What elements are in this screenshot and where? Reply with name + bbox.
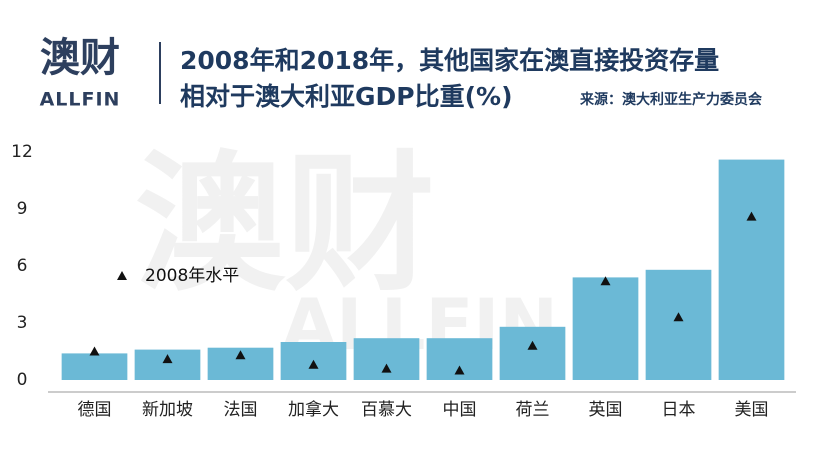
logo-sub: ALLFIN [40, 89, 121, 111]
marker [89, 346, 100, 356]
marker [673, 312, 684, 322]
marker [527, 340, 538, 350]
y-tick-label: 0 [17, 370, 28, 390]
watermark: 澳财 [135, 138, 435, 312]
marker [454, 365, 465, 375]
y-tick-label: 3 [17, 313, 28, 333]
bar [718, 159, 785, 380]
x-tick-label: 法国 [224, 400, 258, 420]
marker [746, 211, 757, 221]
legend-label: 2008年水平 [145, 266, 239, 286]
x-tick-label: 日本 [662, 400, 696, 420]
x-tick-label: 德国 [78, 400, 112, 420]
marker [235, 350, 246, 360]
marker [381, 363, 392, 373]
logo: 澳财 [40, 35, 120, 81]
marker [162, 354, 173, 364]
chart-title: 相对于澳大利亚GDP比重(%) [180, 82, 513, 111]
x-tick-label: 荷兰 [516, 400, 550, 420]
bar [572, 277, 639, 380]
x-tick-label: 百慕大 [361, 400, 412, 420]
x-tick-label: 英国 [589, 400, 623, 420]
marker [308, 359, 319, 369]
y-tick-label: 6 [17, 256, 28, 276]
marker [600, 276, 611, 286]
y-tick-label: 12 [11, 142, 33, 162]
x-tick-label: 加拿大 [288, 399, 339, 420]
bar [61, 353, 128, 380]
bar [645, 269, 712, 380]
x-tick-label: 中国 [443, 400, 477, 420]
bar [353, 338, 420, 380]
legend-marker [117, 271, 127, 280]
y-tick-label: 9 [17, 199, 28, 219]
x-tick-label: 美国 [735, 400, 769, 420]
chart-title: 2008年和2018年，其他国家在澳直接投资存量 [180, 46, 719, 75]
x-tick-label: 新加坡 [142, 400, 193, 420]
source: 来源：澳大利亚生产力委员会 [579, 91, 763, 108]
bar [499, 326, 566, 380]
